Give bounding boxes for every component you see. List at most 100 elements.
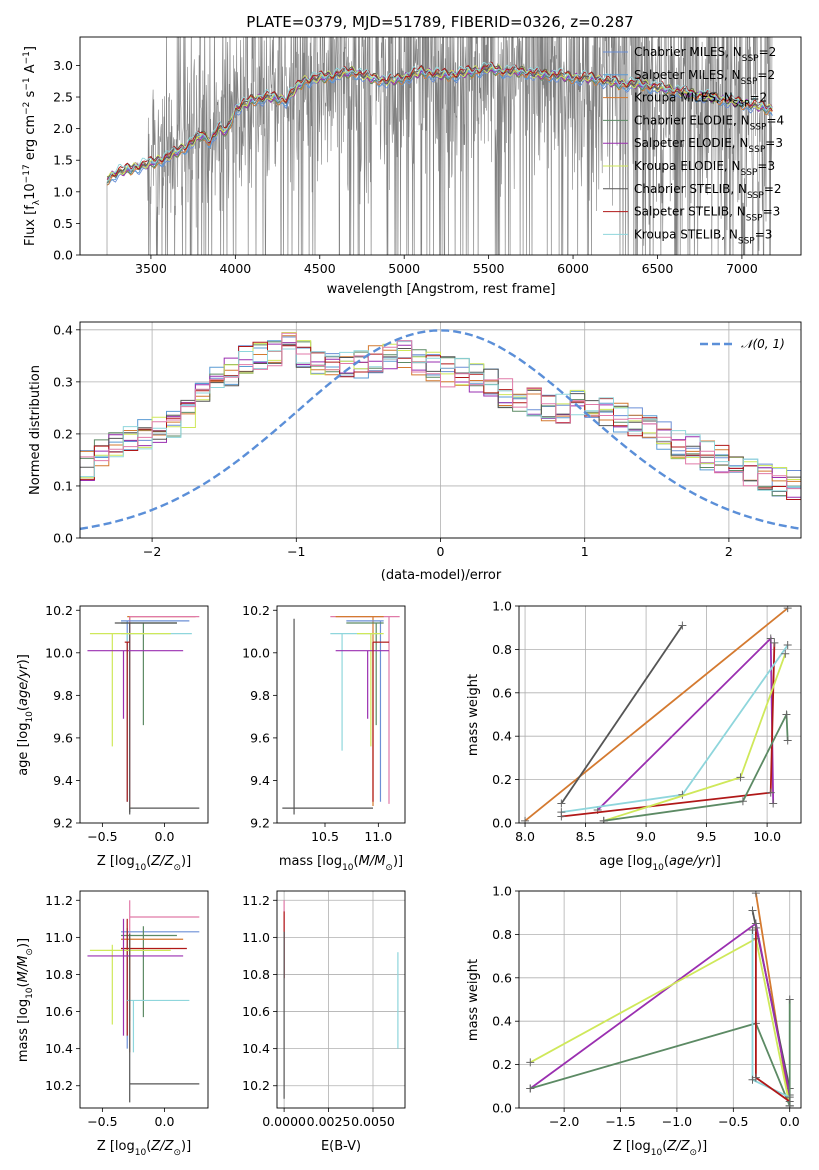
y-tick-label: 10.8 <box>45 967 73 982</box>
y-tick-label: 9.2 <box>53 816 73 831</box>
legend-label: Kroupa MILES, NSSP=2 <box>634 91 767 110</box>
x-tick-label: 7000 <box>726 261 758 276</box>
model-line-kSTELIB <box>106 61 773 181</box>
y-tick-label: 3.0 <box>53 58 73 73</box>
data-point-marker <box>736 773 745 782</box>
y-tick-label: 10.4 <box>45 1041 73 1056</box>
y-tick-label: 0.6 <box>492 685 512 700</box>
x-tick-label: 4500 <box>304 261 336 276</box>
y-tick-label: 2.0 <box>53 121 73 136</box>
y-tick-label: 0.2 <box>492 772 512 787</box>
y-tick-label: 10.2 <box>45 1078 73 1093</box>
data-point-marker <box>783 641 792 650</box>
data-point-marker <box>770 638 779 647</box>
y-tick-label: 10.4 <box>242 1041 270 1056</box>
y-tick-label: 0.4 <box>53 322 73 337</box>
y-tick-label: 0.5 <box>53 216 73 231</box>
x-axis-label: age [log10(age/yr)] <box>599 854 721 873</box>
y-axis-label: Normed distribution <box>28 365 43 495</box>
y-tick-label: 9.2 <box>250 816 270 831</box>
legend-label: Chabrier ELODIE, NSSP=4 <box>634 113 784 132</box>
plot-area <box>87 616 200 815</box>
page-title: PLATE=0379, MJD=51789, FIBERID=0326, z=0… <box>246 13 633 31</box>
plot-area <box>282 616 400 815</box>
data-point-marker <box>599 816 608 823</box>
axes-frame <box>276 605 406 824</box>
y-tick-label: 1.0 <box>492 884 512 899</box>
chart-age-z: −0.5 0.0 9.2 9.4 9.6 9.8 10.0 10.2 Z [log10(Z/Z⊙… <box>16 603 209 873</box>
chart-residuals: −2 −1 0 1 2 0.0 0.1 0.2 0.3 0.4 𝒩(0, 1) (data-model… <box>28 321 802 583</box>
series-line-cSTELIB <box>560 624 684 805</box>
x-tick-label: 8.5 <box>576 829 596 844</box>
x-axis-label: Z [log10(Z/Z⊙)] <box>97 854 191 873</box>
y-tick-label: 10.6 <box>242 1004 270 1019</box>
axes-frame <box>518 605 802 824</box>
plot-area <box>521 606 792 823</box>
x-axis-label: wavelength [Angstrom, rest frame] <box>327 282 556 297</box>
x-tick-label: 0.0000 <box>262 1114 306 1129</box>
legend-label: Salpeter STELIB, NSSP=3 <box>634 205 780 224</box>
model-line-sSTELIB <box>106 61 773 180</box>
histogram-pink <box>80 332 801 490</box>
legend-label: Salpeter ELODIE, NSSP=3 <box>634 136 783 155</box>
y-tick-label: 0.1 <box>53 478 73 493</box>
chart-spectrum: 3500 4000 4500 5000 5500 6000 6500 7000 0.0 0.5 1.… <box>22 36 802 297</box>
x-tick-label: 0.0 <box>155 1114 175 1129</box>
x-tick-label: 3500 <box>135 261 167 276</box>
y-axis-label: mass [log10(M/M⊙)] <box>16 938 35 1062</box>
data-point-marker <box>557 799 566 808</box>
y-axis-label: age [log10(age/yr)] <box>16 654 35 776</box>
x-tick-label: 5500 <box>473 261 505 276</box>
x-axis-label: Z [log10(Z/Z⊙)] <box>97 1139 191 1158</box>
y-tick-label: 0.2 <box>492 1057 512 1072</box>
data-point-marker <box>521 816 530 823</box>
series-line-cELODIE <box>603 711 789 822</box>
y-tick-label: 0.0 <box>492 1101 512 1116</box>
ticks: 10.5 11.0 9.2 9.4 9.6 9.8 10.0 10.2 <box>242 603 392 844</box>
y-tick-label: 10.6 <box>45 1004 73 1019</box>
x-tick-label: 0.0025 <box>307 1114 351 1129</box>
data-point-marker <box>766 634 775 643</box>
x-tick-label: 6500 <box>642 261 674 276</box>
x-tick-label: 6000 <box>557 261 589 276</box>
plot-area <box>80 329 801 531</box>
legend-label: Chabrier MILES, NSSP=2 <box>634 45 776 64</box>
legend-label: Salpeter MILES, NSSP=2 <box>634 68 775 87</box>
y-tick-label: 11.2 <box>45 893 73 908</box>
x-tick-label: 9.0 <box>636 829 656 844</box>
x-tick-label: 9.5 <box>697 829 717 844</box>
y-axis-label: Flux [fλ10−17 erg cm−2 s−1 A−1] <box>22 46 42 246</box>
series-line-kSTELIB <box>561 644 789 813</box>
axes-frame <box>276 890 406 1109</box>
data-point-marker <box>785 995 794 1004</box>
x-tick-label: 8.0 <box>515 829 535 844</box>
y-tick-label: 0.4 <box>492 1014 512 1029</box>
y-tick-label: 10.2 <box>45 603 73 618</box>
series-line-kMILES <box>524 607 789 822</box>
data-point-marker <box>751 923 760 932</box>
model-line-kELODIE <box>106 64 773 178</box>
data-point-marker <box>766 788 775 797</box>
y-tick-label: 11.2 <box>242 893 270 908</box>
x-tick-label: 1 <box>581 544 589 559</box>
x-axis-label: (data-model)/error <box>381 568 502 583</box>
y-tick-label: 0.3 <box>53 374 73 389</box>
ticks: −0.5 0.0 9.2 9.4 9.6 9.8 10.0 10.2 <box>45 603 174 844</box>
ticks: 8.0 8.5 9.0 9.5 10.0 0.0 0.2 0.4 0.6 0.8 1.0 <box>492 599 781 845</box>
chart-mass-weight-z: −2.0 −1.5 −1.0 −0.5 0.0 0.0 0.2 0.4 0.6 0.8 1.0 Z [… <box>466 884 802 1158</box>
data-point-marker <box>769 799 778 808</box>
ticks: −0.5 0.0 10.2 10.4 10.6 10.8 11.0 11.2 <box>45 893 174 1129</box>
data-point-marker <box>751 1073 760 1082</box>
x-tick-label: −0.5 <box>87 1114 117 1129</box>
chart-mass-ebv: 0.0000 0.0025 0.0050 10.2 10.4 10.6 10.8 11.0 11… <box>242 890 406 1154</box>
y-tick-label: 0.0 <box>53 531 73 546</box>
data-point-marker <box>738 797 747 806</box>
axes-frame <box>518 890 802 1109</box>
y-tick-label: 1.0 <box>492 599 512 614</box>
legend-label: Kroupa STELIB, NSSP=3 <box>634 227 772 246</box>
data-point-marker <box>526 1058 535 1067</box>
plot-area <box>526 891 794 1108</box>
y-tick-label: 0.4 <box>492 729 512 744</box>
y-tick-label: 10.0 <box>45 645 73 660</box>
